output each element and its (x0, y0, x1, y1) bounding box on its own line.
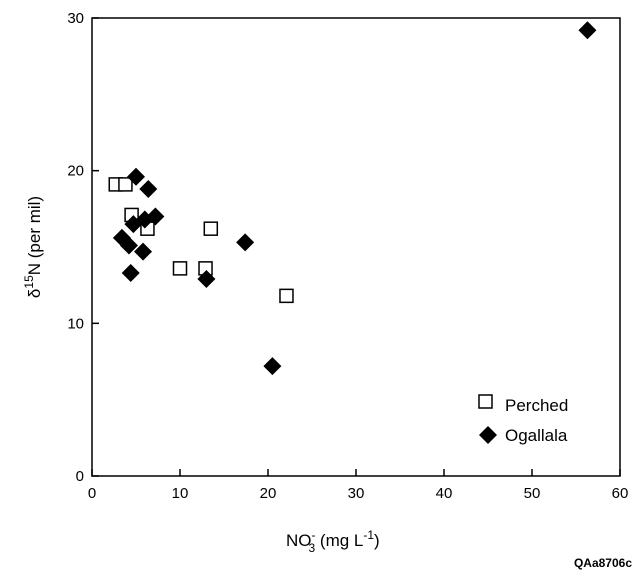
legend-swatch-ogallala (479, 426, 497, 444)
x-axis-title-base: NO (286, 531, 312, 550)
point-ogallala (121, 263, 140, 282)
point-ogallala (134, 242, 153, 261)
x-tick-label: 30 (348, 485, 365, 502)
legend-label-perched: Perched (505, 396, 568, 415)
point-ogallala (236, 233, 255, 252)
x-tick-label: 40 (436, 485, 453, 502)
legend-label-ogallala: Ogallala (505, 426, 568, 445)
point-perched (118, 177, 133, 192)
x-axis-title-sup: - (312, 528, 316, 542)
x-axis-title: NO-3 (mg L-1) (286, 528, 380, 555)
y-axis-title-prefix: δ (25, 289, 44, 298)
legend: Perched Ogallala (478, 394, 568, 445)
data-marks (108, 21, 597, 376)
point-perched (279, 288, 294, 304)
y-tick-label: 30 (67, 10, 84, 27)
point-ogallala (127, 167, 145, 186)
x-axis-title-unit-b: ) (374, 531, 380, 550)
x-tick-label: 50 (524, 485, 541, 502)
legend-swatch-perched (478, 394, 493, 409)
y-tick-label: 20 (67, 163, 84, 180)
point-ogallala (263, 357, 282, 376)
y-axis-ticks: 0 10 20 30 (67, 10, 99, 485)
x-tick-label: 60 (612, 485, 629, 502)
point-perched (172, 261, 188, 276)
x-axis-title-unit-sup: -1 (363, 528, 374, 542)
point-ogallala (139, 179, 158, 198)
point-ogallala (146, 207, 165, 226)
point-ogallala (119, 236, 138, 255)
point-ogallala (124, 215, 143, 234)
point-ogallala (578, 21, 597, 40)
x-tick-label: 10 (172, 485, 189, 502)
x-tick-label: 0 (88, 485, 96, 502)
x-axis-title-unit-a: (mg L (315, 531, 363, 550)
y-axis-title: δ15N (per mil) (22, 196, 44, 298)
y-axis-title-sup: 15 (22, 275, 36, 289)
y-tick-label: 0 (76, 468, 84, 485)
point-ogallala (197, 270, 216, 289)
x-tick-label: 20 (260, 485, 277, 502)
x-axis-title-sub: 3 (309, 541, 316, 555)
figure-id: QAa8706c (574, 556, 632, 570)
y-axis-title-rest: N (per mil) (25, 196, 44, 275)
point-perched (203, 221, 219, 236)
y-tick-label: 10 (67, 315, 84, 332)
x-axis-ticks: 0 10 20 30 40 50 60 (88, 469, 629, 502)
